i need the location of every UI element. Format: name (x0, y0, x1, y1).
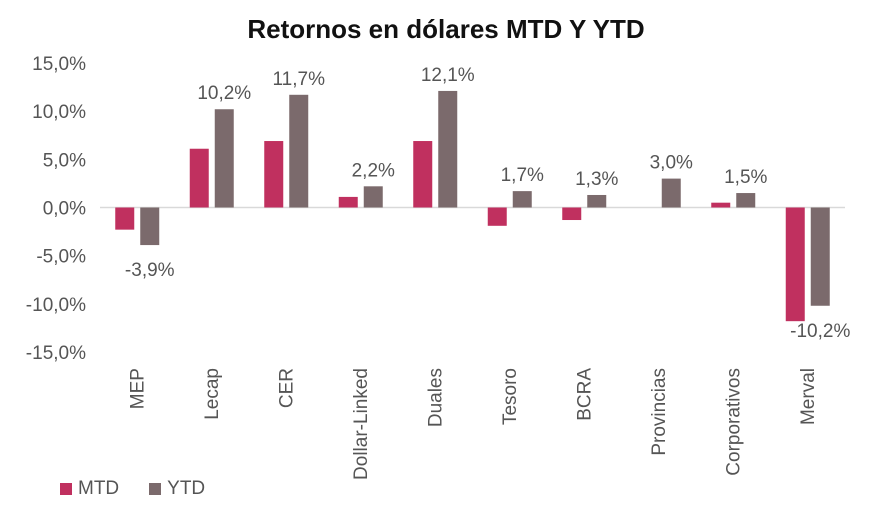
bar-ytd-bcra (587, 194, 607, 208)
data-label-ytd: -10,2% (790, 321, 850, 342)
legend-label-ytd: YTD (167, 478, 206, 499)
bar-mtd-dollar-linked (338, 196, 358, 208)
bar-mtd-duales (413, 141, 433, 208)
data-label-ytd: 10,2% (197, 83, 251, 104)
y-tick-label: -10,0% (26, 295, 86, 316)
category-label: BCRA (574, 368, 595, 421)
category-label: Duales (425, 368, 446, 427)
y-tick-label: 10,0% (32, 102, 86, 123)
category-label: Merval (798, 368, 819, 425)
bar-mtd-merval (785, 207, 805, 322)
category-label: Tesoro (500, 368, 521, 425)
data-label-ytd: 3,0% (650, 153, 693, 174)
y-tick-label: 15,0% (32, 54, 86, 75)
data-label-ytd: 12,1% (421, 65, 475, 86)
category-label: Dollar-Linked (351, 368, 372, 480)
bar-ytd-provincias (661, 178, 681, 208)
bar-ytd-tesoro (512, 191, 532, 208)
data-label-ytd: -3,9% (125, 260, 175, 281)
category-label: Lecap (202, 368, 223, 420)
legend-item-ytd: YTD (149, 478, 205, 500)
legend-swatch-ytd (149, 483, 162, 495)
bar-ytd-cer (289, 94, 309, 208)
bar-ytd-dollar-linked (363, 186, 383, 208)
y-tick-label: -15,0% (26, 343, 86, 364)
bar-mtd-cer (264, 141, 284, 208)
category-label: MEP (127, 368, 148, 409)
bar-ytd-merval (810, 207, 830, 306)
bar-mtd-bcra (562, 207, 582, 221)
chart-title: Retornos en dólares MTD Y YTD (247, 14, 645, 44)
y-tick-label: 0,0% (43, 199, 86, 220)
category-label: Corporativos (723, 368, 744, 476)
data-label-ytd: 1,3% (575, 169, 618, 190)
legend: MTD YTD (60, 478, 205, 500)
bar-ytd-lecap (214, 109, 234, 208)
bar-mtd-lecap (189, 148, 209, 208)
data-label-ytd: 11,7% (273, 69, 326, 90)
category-label: Provincias (649, 368, 670, 456)
bar-ytd-mep (140, 207, 160, 246)
bar-mtd-tesoro (487, 207, 507, 226)
legend-swatch-mtd (60, 483, 72, 495)
bar-ytd-corporativos (736, 193, 756, 208)
data-label-ytd: 1,7% (501, 165, 544, 186)
legend-label-mtd: MTD (78, 478, 120, 499)
data-label-ytd: 2,2% (352, 160, 395, 181)
y-tick-label: -5,0% (36, 247, 86, 268)
category-label: CER (276, 368, 297, 408)
y-tick-label: 5,0% (43, 150, 86, 171)
bar-mtd-corporativos (711, 202, 731, 208)
legend-item-mtd: MTD (60, 478, 119, 500)
bar-mtd-mep (115, 207, 135, 230)
bar-ytd-duales (438, 90, 458, 208)
data-label-ytd: 1,5% (724, 167, 767, 188)
